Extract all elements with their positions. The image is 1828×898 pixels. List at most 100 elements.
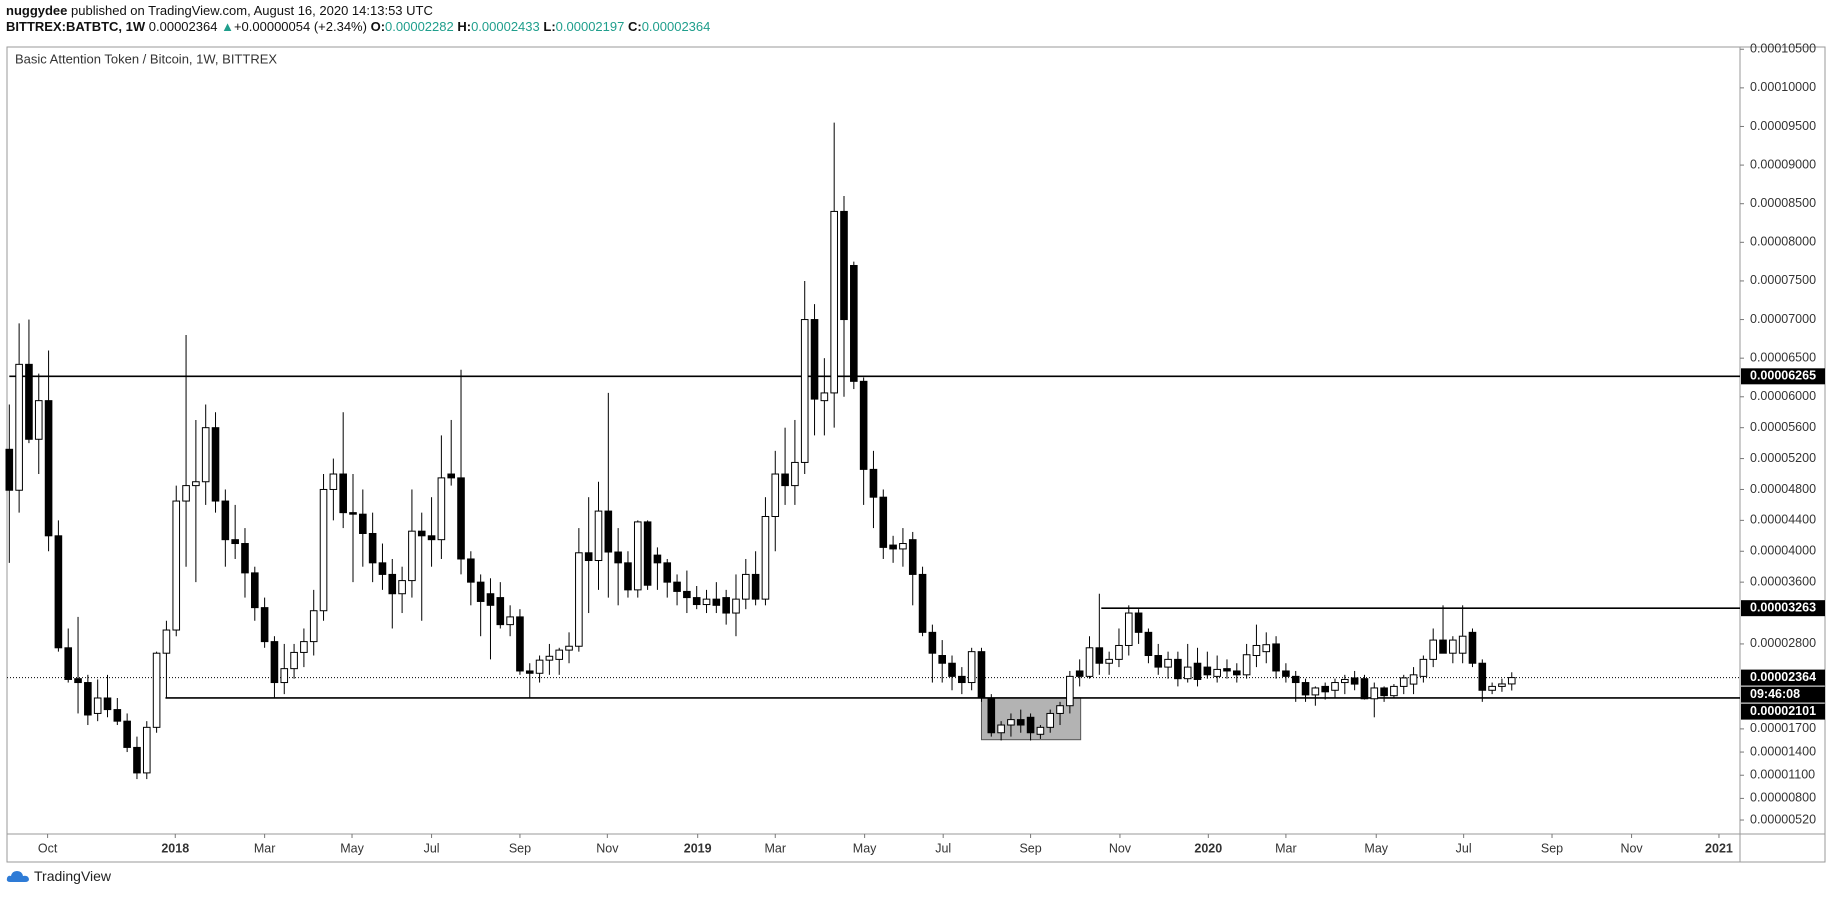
candle-body [997, 724, 1005, 734]
candle-body [840, 210, 848, 321]
candle-body [859, 380, 868, 470]
y-tick-label: 0.00004400 [1750, 513, 1816, 527]
candle-body [1282, 670, 1290, 677]
candle-body [339, 473, 347, 514]
candle-body [869, 468, 878, 498]
y-tick-label: 0.00003600 [1750, 574, 1816, 588]
x-tick-label: May [340, 841, 364, 855]
candle-body [1370, 687, 1379, 700]
candle-body [1360, 678, 1369, 700]
y-tick-label: 0.00006500 [1750, 350, 1816, 364]
candle-body [1291, 675, 1300, 684]
candle-body [162, 629, 171, 654]
candle-body [123, 720, 131, 748]
ohlc-value: 0.00002433 [471, 19, 540, 34]
candle-body [25, 363, 33, 440]
candle-body [800, 319, 809, 463]
candle-body [830, 210, 838, 394]
y-tick-label: 0.00001700 [1750, 721, 1816, 735]
y-tick-label: 0.00010000 [1750, 80, 1816, 94]
candle-body [683, 590, 691, 599]
candle-body [437, 477, 446, 541]
ohlc-label: C: [627, 19, 642, 34]
candle-body [1233, 670, 1241, 676]
y-tick-label: 0.00000800 [1750, 791, 1816, 805]
candle-body [1242, 654, 1251, 676]
candle-body [938, 655, 947, 664]
candle-body [948, 662, 956, 677]
candle-body [692, 597, 701, 606]
x-tick-label: Jul [424, 841, 440, 855]
candle-body [899, 543, 907, 550]
candle-body [918, 573, 927, 633]
candle-body [633, 521, 642, 591]
candle-body [1498, 683, 1506, 687]
x-tick-label: 2018 [161, 841, 189, 855]
candle-body [791, 461, 799, 487]
candle-body [565, 645, 573, 651]
x-tick-label: 2020 [1194, 841, 1222, 855]
candle-body [712, 598, 721, 606]
candle-body [1458, 635, 1467, 654]
y-tick-label: 0.00000520 [1750, 812, 1816, 826]
candle-body [142, 726, 151, 774]
candle-body [1203, 666, 1212, 676]
candle-body [496, 597, 505, 626]
candle-body [1105, 658, 1113, 664]
header: nuggydee published on TradingView.com, A… [6, 3, 710, 35]
candle-body [1409, 674, 1418, 685]
y-tick-label: 0.00006000 [1750, 389, 1816, 403]
candle-body [231, 539, 239, 545]
y-tick-label: 0.00001100 [1750, 768, 1815, 782]
candle-body [329, 473, 338, 490]
candle-body [349, 512, 357, 515]
x-tick-label: Mar [764, 841, 786, 855]
chart-title: Basic Attention Token / Bitcoin, 1W, BIT… [15, 51, 277, 66]
candle-body [192, 481, 200, 487]
candle-body [1115, 644, 1123, 660]
y-tick-label: 0.00009500 [1750, 119, 1816, 133]
candle-body [359, 513, 367, 534]
candle-body [751, 573, 760, 600]
symbol-line: BITTREX:BATBTC, 1W 0.00002364 ▲+0.000000… [6, 19, 710, 35]
ohlc-label: H: [457, 19, 472, 34]
level-label-box [1741, 600, 1825, 617]
candle-body [1134, 612, 1143, 633]
y-tick-label: 0.00008500 [1750, 196, 1816, 210]
candle-body [1213, 668, 1221, 677]
candle-body [44, 400, 53, 537]
symbol: BITTREX:BATBTC, 1W [6, 19, 146, 34]
candle-body [1124, 612, 1133, 646]
candle-body [280, 668, 289, 684]
candle-body [722, 597, 730, 614]
x-tick-label: Jul [935, 841, 951, 855]
candle-body [251, 572, 259, 609]
x-tick-label: Sep [509, 841, 531, 855]
brand: TradingView [34, 868, 112, 884]
candle-body [908, 539, 917, 575]
candle-body [1380, 687, 1388, 697]
candle-body [1468, 631, 1477, 664]
level-label-box [1741, 703, 1825, 720]
y-tick-label: 0.00009000 [1750, 157, 1816, 171]
y-tick-label: 0.00004800 [1750, 482, 1816, 496]
logo [6, 871, 30, 882]
candle-body [555, 649, 564, 660]
x-tick-label: Mar [254, 841, 276, 855]
candle-body [525, 670, 534, 674]
candle-body [702, 598, 711, 606]
candle-body [742, 573, 750, 600]
candle-body [1272, 643, 1280, 672]
ohlc-value: 0.00002282 [385, 19, 454, 34]
candle-body [1046, 712, 1055, 728]
candle-body [614, 551, 622, 564]
candle-body [1164, 658, 1172, 668]
candle-body [1174, 658, 1182, 680]
publish-line: nuggydee published on TradingView.com, A… [6, 3, 710, 19]
candle-body [5, 448, 14, 491]
candle-body [1429, 639, 1438, 660]
ohlc-value: 0.00002364 [641, 19, 711, 34]
candle-body [958, 675, 966, 684]
candle-body [1321, 685, 1329, 693]
candle-body [1075, 670, 1084, 677]
